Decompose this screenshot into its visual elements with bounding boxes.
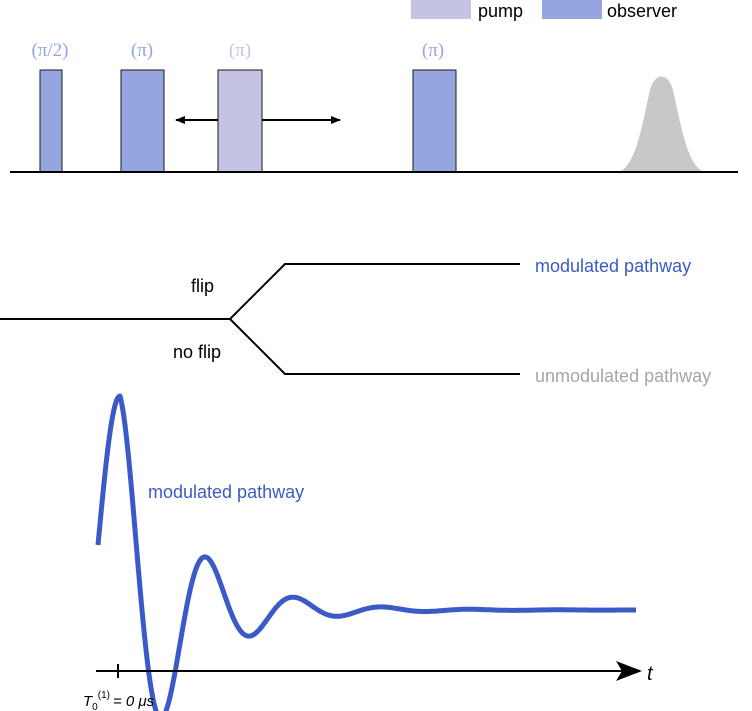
t0-label: T0(1) = 0 μs — [83, 690, 155, 711]
modulated-pathway-label: modulated pathway — [535, 256, 691, 276]
unmodulated-pathway-label: unmodulated pathway — [535, 366, 711, 386]
legend-observer-swatch — [542, 0, 602, 19]
legend-observer-label: observer — [607, 1, 677, 21]
pulse-pi-half — [39, 69, 63, 173]
legend-pump-label: pump — [478, 1, 523, 21]
modulated-signal-trace — [95, 393, 638, 711]
no-flip-label: no flip — [173, 342, 221, 362]
pulse-sequence: (π/2) (π) (π) (π) — [10, 40, 738, 173]
legend: pump observer — [411, 0, 677, 21]
pulse-label-pi-1: (π) — [131, 40, 153, 61]
pulse-pi-2 — [412, 69, 457, 173]
pathway-modulated-line — [0, 263, 520, 320]
pulse-pump — [217, 69, 263, 173]
signal-trace-label: modulated pathway — [148, 482, 304, 502]
pulse-pi-1 — [120, 69, 165, 173]
t0-symbol: T — [83, 693, 94, 710]
pathway-branch: flip no flip modulated pathway unmodulat… — [0, 256, 711, 386]
legend-pump-swatch — [411, 0, 471, 19]
pulse-label-pump: (π) — [229, 40, 251, 61]
pulse-label-pi-half: (π/2) — [31, 40, 68, 61]
time-axis-label: t — [647, 663, 654, 685]
t0-subscript: 0 — [92, 702, 98, 711]
t0-superscript: (1) — [98, 690, 110, 701]
echo-signal — [618, 76, 705, 172]
signal-plot: modulated pathway t T0(1) = 0 μs — [83, 393, 654, 711]
flip-label: flip — [191, 276, 214, 296]
time-axis-arrowhead — [616, 661, 642, 681]
pulse-label-pi-2: (π) — [422, 40, 444, 61]
t0-value: = 0 μs — [113, 693, 155, 710]
pathway-unmodulated-line — [229, 318, 520, 375]
